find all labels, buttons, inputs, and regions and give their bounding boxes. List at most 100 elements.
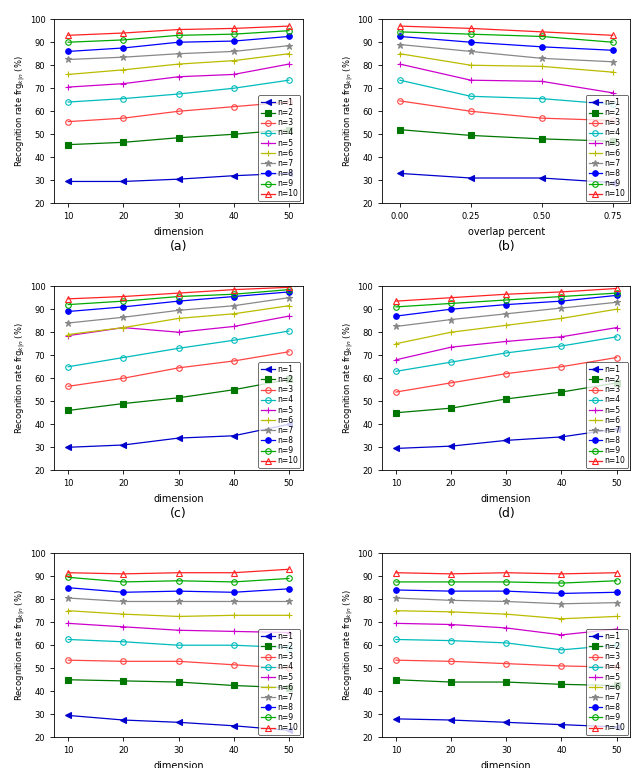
n=3	[175, 107, 182, 116]
Line: n=5: n=5	[396, 61, 616, 96]
n=8	[230, 588, 237, 597]
n=1	[120, 177, 127, 186]
n=3	[392, 387, 400, 396]
n=6	[502, 321, 510, 330]
n=10	[65, 31, 72, 40]
n=5	[447, 343, 455, 352]
n=1	[65, 442, 72, 452]
Line: n=10: n=10	[65, 285, 292, 302]
n=6	[65, 330, 72, 339]
n=8	[285, 584, 292, 594]
n=2	[502, 394, 510, 403]
Text: (c): (c)	[170, 507, 187, 520]
n=4	[557, 342, 565, 351]
n=1	[175, 174, 182, 184]
Y-axis label: Recognition rate frg$_{k|n}$ (%): Recognition rate frg$_{k|n}$ (%)	[14, 323, 28, 434]
n=10	[557, 287, 565, 296]
n=3	[467, 107, 475, 116]
n=10	[120, 569, 127, 578]
n=2	[230, 681, 237, 690]
n=5	[65, 331, 72, 340]
Text: (d): (d)	[497, 507, 515, 520]
n=6	[557, 614, 565, 624]
n=1	[538, 174, 545, 183]
X-axis label: dimension: dimension	[481, 494, 532, 504]
n=8	[175, 296, 182, 306]
n=4	[175, 344, 182, 353]
n=2	[557, 387, 565, 396]
n=10	[120, 28, 127, 38]
n=2	[396, 125, 404, 134]
n=5	[65, 619, 72, 628]
n=10	[65, 568, 72, 578]
n=8	[285, 31, 292, 41]
n=3	[538, 114, 545, 123]
n=6	[538, 61, 545, 71]
n=6	[467, 61, 475, 70]
n=9	[612, 289, 620, 298]
n=9	[175, 576, 182, 585]
n=2	[285, 375, 292, 384]
n=8	[230, 292, 237, 301]
n=2	[175, 677, 182, 687]
n=7	[557, 599, 565, 608]
n=1	[65, 711, 72, 720]
Line: n=6: n=6	[396, 50, 616, 75]
n=5	[285, 59, 292, 68]
n=8	[612, 291, 620, 300]
n=10	[392, 296, 400, 306]
Line: n=4: n=4	[65, 328, 292, 369]
n=4	[65, 635, 72, 644]
Line: n=5: n=5	[65, 313, 292, 339]
n=4	[392, 367, 400, 376]
n=4	[285, 75, 292, 84]
n=3	[175, 657, 182, 666]
n=1	[175, 433, 182, 442]
n=5	[396, 59, 404, 68]
n=1	[609, 178, 616, 187]
Y-axis label: Recognition rate frg$_{k|n}$ (%): Recognition rate frg$_{k|n}$ (%)	[14, 55, 28, 167]
Line: n=2: n=2	[397, 127, 616, 144]
n=3	[557, 362, 565, 372]
n=1	[612, 424, 620, 433]
n=7	[392, 594, 400, 603]
n=5	[612, 323, 620, 333]
n=9	[65, 300, 72, 310]
Line: n=9: n=9	[65, 28, 292, 45]
n=4	[230, 336, 237, 345]
n=6	[65, 70, 72, 79]
n=1	[392, 714, 400, 723]
Line: n=8: n=8	[393, 588, 620, 596]
n=7	[175, 49, 182, 58]
n=2	[285, 684, 292, 693]
n=8	[120, 43, 127, 52]
Line: n=7: n=7	[392, 299, 620, 330]
n=5	[120, 323, 127, 333]
n=8	[502, 300, 510, 310]
n=8	[467, 38, 475, 47]
Legend: n=1, n=2, n=3, n=4, n=5, n=6, n=7, n=8, n=9, n=10: n=1, n=2, n=3, n=4, n=5, n=6, n=7, n=8, …	[586, 362, 628, 468]
n=4	[502, 638, 510, 647]
Line: n=9: n=9	[397, 29, 616, 45]
n=8	[557, 589, 565, 598]
Line: n=10: n=10	[65, 567, 292, 577]
n=3	[285, 347, 292, 356]
n=9	[285, 285, 292, 294]
n=5	[502, 624, 510, 633]
n=1	[447, 716, 455, 725]
n=6	[392, 339, 400, 349]
n=1	[396, 169, 404, 178]
Line: n=3: n=3	[393, 657, 620, 670]
n=3	[557, 661, 565, 670]
n=8	[175, 38, 182, 47]
n=6	[285, 611, 292, 620]
n=5	[65, 82, 72, 91]
n=9	[392, 578, 400, 587]
Line: n=3: n=3	[65, 657, 292, 671]
n=5	[392, 356, 400, 365]
n=5	[120, 79, 127, 88]
X-axis label: dimension: dimension	[153, 227, 204, 237]
Line: n=10: n=10	[65, 23, 292, 38]
n=1	[120, 716, 127, 725]
n=4	[230, 84, 237, 93]
